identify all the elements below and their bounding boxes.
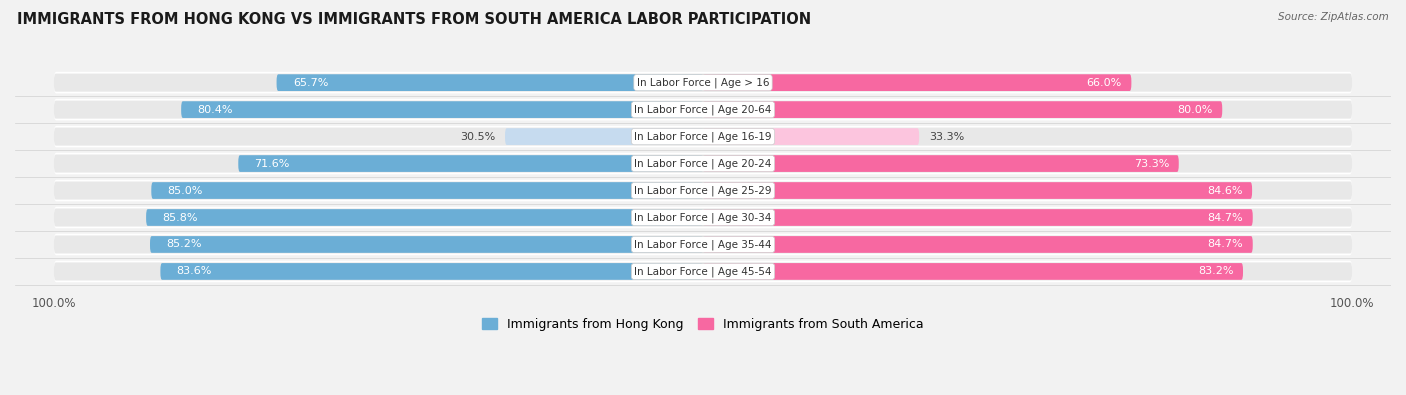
Text: In Labor Force | Age 35-44: In Labor Force | Age 35-44 <box>634 239 772 250</box>
FancyBboxPatch shape <box>505 128 703 145</box>
Text: In Labor Force | Age 20-24: In Labor Force | Age 20-24 <box>634 158 772 169</box>
Text: In Labor Force | Age 30-34: In Labor Force | Age 30-34 <box>634 212 772 223</box>
FancyBboxPatch shape <box>53 180 1353 201</box>
Text: 83.6%: 83.6% <box>177 267 212 276</box>
FancyBboxPatch shape <box>53 101 1353 118</box>
Text: 33.3%: 33.3% <box>929 132 965 141</box>
Text: In Labor Force | Age 16-19: In Labor Force | Age 16-19 <box>634 131 772 142</box>
FancyBboxPatch shape <box>53 234 1353 255</box>
FancyBboxPatch shape <box>703 182 1253 199</box>
FancyBboxPatch shape <box>150 236 703 253</box>
Text: 85.0%: 85.0% <box>167 186 202 196</box>
Text: 85.8%: 85.8% <box>162 213 198 222</box>
Text: 66.0%: 66.0% <box>1087 78 1122 88</box>
FancyBboxPatch shape <box>53 261 1353 282</box>
Text: 85.2%: 85.2% <box>166 239 201 250</box>
Text: 84.6%: 84.6% <box>1206 186 1243 196</box>
FancyBboxPatch shape <box>53 262 1353 280</box>
Text: 65.7%: 65.7% <box>292 78 328 88</box>
FancyBboxPatch shape <box>53 99 1353 120</box>
Text: In Labor Force | Age > 16: In Labor Force | Age > 16 <box>637 77 769 88</box>
FancyBboxPatch shape <box>53 209 1353 227</box>
FancyBboxPatch shape <box>146 209 703 226</box>
FancyBboxPatch shape <box>703 155 1178 172</box>
Text: 71.6%: 71.6% <box>254 158 290 169</box>
Text: IMMIGRANTS FROM HONG KONG VS IMMIGRANTS FROM SOUTH AMERICA LABOR PARTICIPATION: IMMIGRANTS FROM HONG KONG VS IMMIGRANTS … <box>17 12 811 27</box>
FancyBboxPatch shape <box>53 154 1353 173</box>
Text: 80.0%: 80.0% <box>1177 105 1212 115</box>
FancyBboxPatch shape <box>703 101 1222 118</box>
Text: In Labor Force | Age 25-29: In Labor Force | Age 25-29 <box>634 185 772 196</box>
FancyBboxPatch shape <box>238 155 703 172</box>
Text: 83.2%: 83.2% <box>1198 267 1233 276</box>
Text: 80.4%: 80.4% <box>197 105 233 115</box>
Text: 73.3%: 73.3% <box>1133 158 1168 169</box>
FancyBboxPatch shape <box>53 153 1353 174</box>
Text: In Labor Force | Age 20-64: In Labor Force | Age 20-64 <box>634 104 772 115</box>
FancyBboxPatch shape <box>53 207 1353 228</box>
FancyBboxPatch shape <box>703 236 1253 253</box>
Text: 84.7%: 84.7% <box>1208 239 1243 250</box>
Text: 84.7%: 84.7% <box>1208 213 1243 222</box>
FancyBboxPatch shape <box>160 263 703 280</box>
Text: In Labor Force | Age 45-54: In Labor Force | Age 45-54 <box>634 266 772 277</box>
Legend: Immigrants from Hong Kong, Immigrants from South America: Immigrants from Hong Kong, Immigrants fr… <box>477 313 929 336</box>
FancyBboxPatch shape <box>181 101 703 118</box>
Text: 30.5%: 30.5% <box>460 132 495 141</box>
FancyBboxPatch shape <box>53 128 1353 146</box>
FancyBboxPatch shape <box>703 263 1243 280</box>
FancyBboxPatch shape <box>53 235 1353 254</box>
FancyBboxPatch shape <box>703 74 1132 91</box>
FancyBboxPatch shape <box>53 181 1353 199</box>
Text: Source: ZipAtlas.com: Source: ZipAtlas.com <box>1278 12 1389 22</box>
FancyBboxPatch shape <box>703 209 1253 226</box>
FancyBboxPatch shape <box>703 128 920 145</box>
FancyBboxPatch shape <box>277 74 703 91</box>
FancyBboxPatch shape <box>53 72 1353 94</box>
FancyBboxPatch shape <box>53 73 1353 92</box>
FancyBboxPatch shape <box>152 182 703 199</box>
FancyBboxPatch shape <box>53 126 1353 147</box>
